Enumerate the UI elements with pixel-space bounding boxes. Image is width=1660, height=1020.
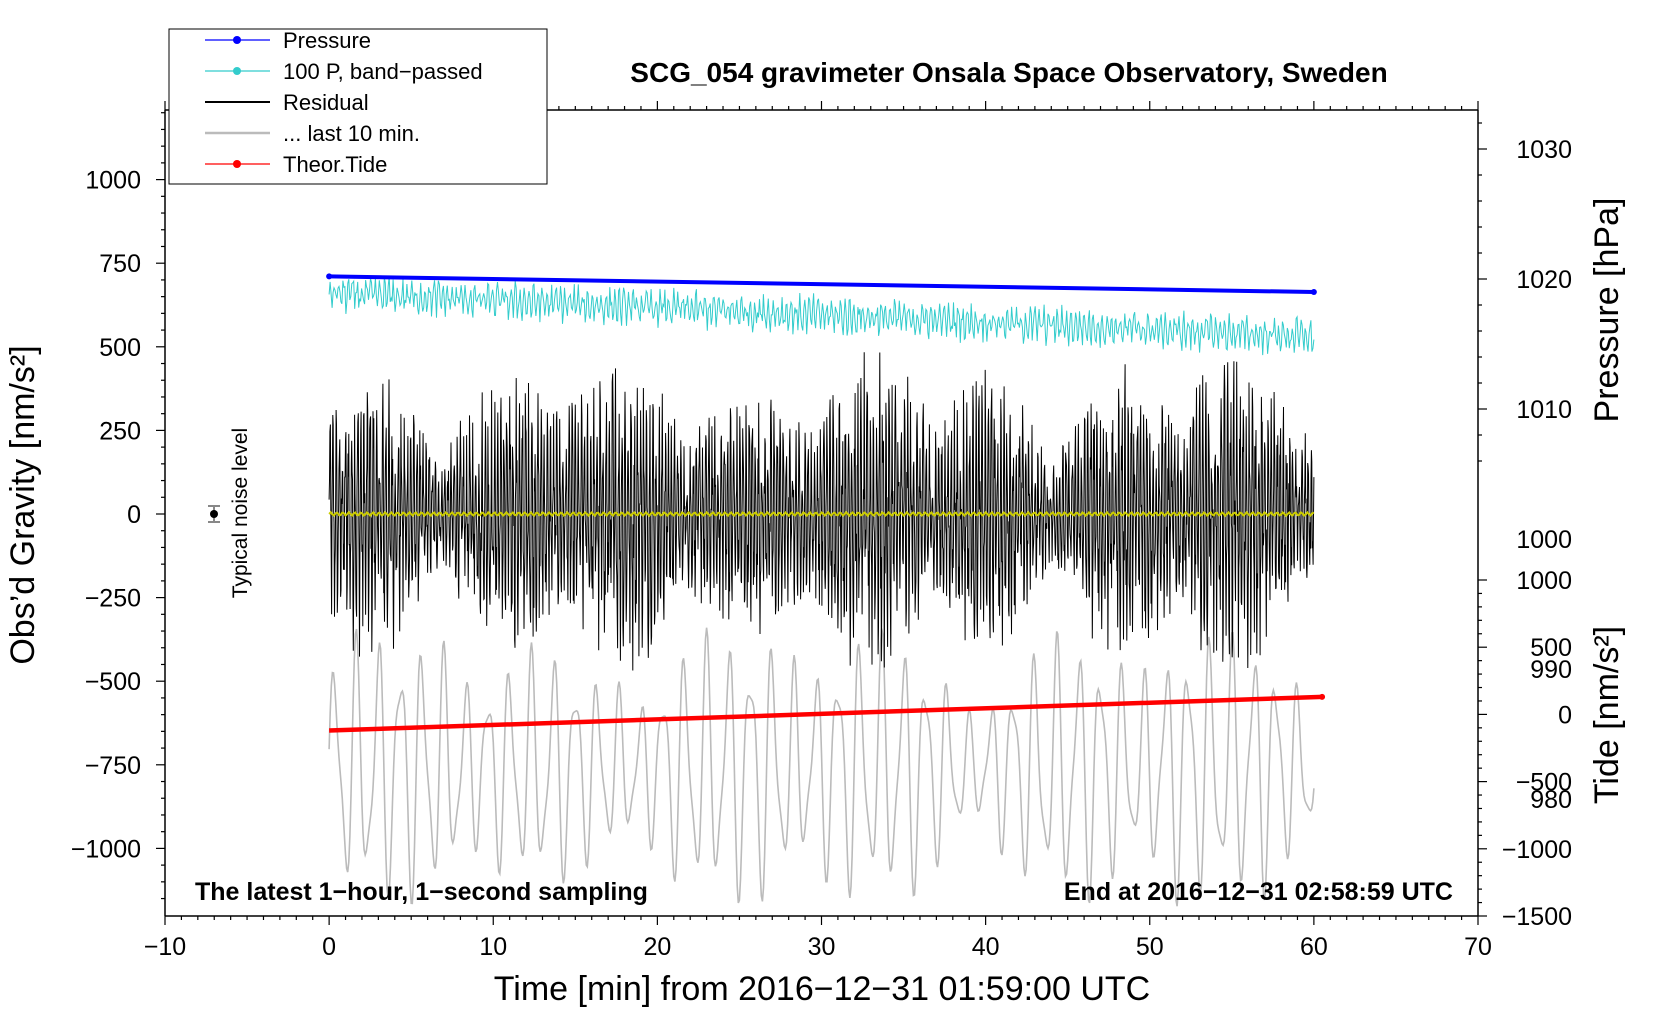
chart-title: SCG_054 gravimeter Onsala Space Observat… — [630, 57, 1387, 88]
y-axis-title-tide: Tide [nm/s²] — [1588, 626, 1626, 804]
y-axis-title-left: Obs’d Gravity [nm/s²] — [4, 345, 42, 664]
noise-label: Typical noise level — [229, 428, 252, 598]
y-left-tick-label: −1000 — [71, 835, 141, 863]
x-axis-title: Time [min] from 2016−12−31 01:59:00 UTC — [494, 970, 1150, 1008]
x-tick-label: 20 — [643, 933, 671, 961]
tide-tick-label: −1000 — [1502, 836, 1572, 864]
noise-marker: Typical noise level — [208, 428, 252, 598]
series-100p-band-passed — [328, 276, 1315, 356]
legend: Pressure 100 P, band−passed Residual ...… — [168, 28, 548, 185]
x-tick-label: 50 — [1136, 933, 1164, 961]
x-tick-label: 30 — [808, 933, 836, 961]
y-left-tick-label: −750 — [85, 752, 141, 780]
note-end-time: End at 2016−12−31 02:58:59 UTC — [1064, 878, 1453, 906]
y-left-tick-label: 250 — [99, 417, 141, 445]
series-last-10-min — [328, 627, 1315, 907]
legend-dot-bandpassed — [233, 67, 241, 75]
legend-label-residual: Residual — [283, 90, 369, 115]
x-tick-label: 10 — [479, 933, 507, 961]
tide-tick-label: −500 — [1516, 769, 1572, 797]
x-tick-label: −10 — [144, 933, 186, 961]
x-tick-label: 60 — [1300, 933, 1328, 961]
legend-entry-bandpassed: 100 P, band−passed — [205, 59, 483, 84]
legend-label-last10: ... last 10 min. — [283, 121, 420, 146]
legend-dot-pressure — [233, 36, 241, 44]
legend-label-bandpassed: 100 P, band−passed — [283, 59, 483, 84]
series-theor-tide — [329, 694, 1323, 733]
y-left-tick-label: −250 — [85, 585, 141, 613]
legend-entry-tide: Theor.Tide — [205, 152, 387, 177]
y-left-tick-label: −500 — [85, 668, 141, 696]
series-pressure — [329, 274, 1314, 294]
legend-entry-pressure: Pressure — [205, 28, 371, 53]
pressure-tick-label: 990 — [1530, 656, 1572, 684]
pressure-tick-label: 1000 — [1516, 526, 1572, 554]
legend-entry-residual: Residual — [205, 90, 369, 115]
pressure-tick-label: 980 — [1530, 786, 1572, 814]
legend-box — [168, 28, 548, 185]
y-left-tick-label: 1000 — [85, 167, 141, 195]
y-axis-title-pressure: Pressure [hPa] — [1588, 198, 1626, 423]
tide-tick-label: 1000 — [1516, 567, 1572, 595]
y-left-tick-label: 750 — [99, 250, 141, 278]
pressure-tick-label: 1030 — [1516, 136, 1572, 164]
legend-label-tide: Theor.Tide — [283, 152, 387, 177]
x-tick-label: 40 — [972, 933, 1000, 961]
y-left-tick-label: 500 — [99, 334, 141, 362]
data-series-layer — [326, 273, 1326, 907]
axis-tick-labels: −10 0 10 20 30 40 50 60 7010007505002500−250−500… — [71, 136, 1572, 961]
note-latest-hour: The latest 1−hour, 1−second sampling — [195, 878, 648, 906]
pressure-end-point — [1310, 289, 1317, 295]
tide-tick-label: 500 — [1530, 634, 1572, 662]
noise-point — [210, 510, 218, 518]
tide-tick-label: 0 — [1558, 701, 1572, 729]
legend-label-pressure: Pressure — [283, 28, 371, 53]
pressure-tick-label: 1020 — [1516, 266, 1572, 294]
tide-tick-label: −1500 — [1502, 903, 1572, 931]
pressure-tick-label: 1010 — [1516, 396, 1572, 424]
y-axis-title-left-text: Obs’d Gravity [nm/s²] — [4, 345, 42, 664]
tide-end-point — [1319, 693, 1326, 700]
x-tick-label: 70 — [1464, 933, 1492, 961]
x-tick-label: 0 — [322, 933, 336, 961]
series-filtered-residual — [328, 510, 1315, 518]
legend-dot-tide — [233, 160, 241, 168]
y-left-tick-label: 0 — [127, 501, 141, 529]
pressure-start-point — [326, 273, 333, 280]
legend-entry-last10: ... last 10 min. — [205, 121, 420, 146]
